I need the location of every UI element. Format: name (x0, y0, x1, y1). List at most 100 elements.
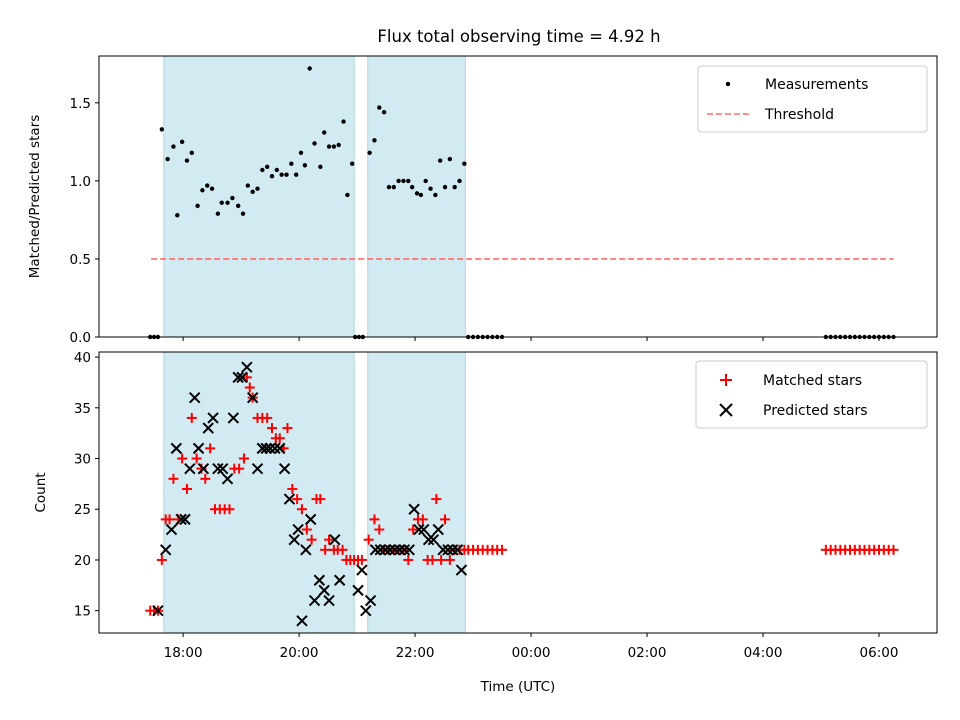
measurement-point (230, 195, 235, 201)
matched-star-point (282, 423, 293, 434)
predicted-star-point (455, 564, 468, 576)
predicted-star-point (308, 594, 321, 607)
measurement-point (318, 164, 323, 170)
measurement-point (209, 186, 215, 191)
measurement-point (391, 184, 396, 190)
measurement-point (171, 144, 176, 149)
predicted-star-point (159, 544, 172, 556)
y-tick-label: 25 (74, 502, 91, 518)
measurement-point (350, 161, 355, 166)
measurement-point (406, 178, 411, 184)
predicted-star-point (296, 615, 308, 627)
bottom-shaded-spans (163, 351, 466, 634)
predicted-star-point (393, 544, 406, 556)
matched-star-point (274, 433, 285, 444)
x-tick-label: 06:00 (860, 645, 899, 661)
matched-star-point (267, 423, 278, 434)
legend-predicted-marker (719, 403, 733, 417)
predicted-star-point (251, 462, 264, 475)
measurement-point (195, 203, 200, 209)
legend-matched-label: Matched stars (763, 373, 862, 389)
predicted-star-point (333, 574, 346, 586)
matched-star-point (191, 453, 202, 464)
chart-title: Flux total observing time = 4.92 h (377, 27, 660, 46)
matched-star-point (177, 453, 188, 464)
measurement-point (409, 184, 415, 190)
top-x-ticks (182, 337, 880, 341)
matched-star-point (296, 504, 307, 515)
predicted-star-point (384, 544, 396, 556)
x-tick-label: 18:00 (164, 645, 203, 661)
legend-threshold-label: Threshold (764, 107, 834, 123)
measurement-point (442, 184, 448, 190)
measurement-point (322, 130, 327, 135)
shaded-span (163, 55, 355, 338)
predicted-star-point (442, 544, 454, 556)
measurement-point (240, 211, 246, 216)
measurement-point (462, 161, 467, 166)
predicted-star-point (352, 584, 364, 597)
measurement-point (428, 186, 433, 191)
predicted-star-point (323, 594, 335, 607)
y-tick-label: 0.0 (70, 330, 91, 346)
measurement-point (298, 150, 304, 155)
measurement-point (307, 66, 312, 71)
predicted-star-point (447, 544, 459, 556)
predicted-star-point (292, 523, 304, 536)
matched-star-point (320, 544, 331, 555)
predicted-star-point (269, 442, 281, 455)
predicted-star-point (379, 544, 391, 556)
measurement-point (433, 192, 438, 198)
predicted-star-point (304, 513, 317, 526)
measurement-point (284, 172, 289, 177)
measurement-point (336, 142, 341, 148)
predicted-star-point (408, 503, 420, 515)
predicted-star-point (165, 523, 178, 536)
measurement-point (381, 110, 387, 115)
measurement-point (345, 192, 350, 198)
measurement-point (447, 156, 453, 162)
matched-star-point (440, 514, 451, 525)
measurement-point (423, 178, 428, 184)
x-tick-label: 04:00 (744, 645, 783, 661)
predicted-star-point (427, 533, 440, 546)
bottom-axes-frame (98, 351, 938, 634)
predicted-star-point (313, 574, 326, 586)
measurement-point (377, 105, 382, 110)
measurement-point (414, 191, 420, 196)
predicted-star-point (232, 371, 244, 384)
measurement-point (245, 183, 251, 188)
predicted-star-point (274, 442, 286, 455)
x-axis-label: Time (UTC) (480, 679, 556, 695)
measurement-point (331, 144, 337, 149)
matched-star-point (427, 554, 438, 565)
predicted-star-point (184, 462, 196, 475)
matched-star-point (337, 544, 348, 555)
matched-star-point (287, 483, 298, 494)
measurement-point (274, 167, 280, 173)
matched-star-point (186, 412, 197, 423)
predicted-star-point (418, 523, 430, 536)
predicted-star-point (227, 412, 240, 424)
matched-star-point (168, 473, 179, 484)
matched-star-point (408, 524, 419, 535)
matched-star-point (234, 463, 245, 474)
y-tick-label: 1.0 (70, 174, 91, 190)
bottom-legend-box (695, 360, 928, 429)
measurement-point (457, 178, 462, 184)
measurement-point (235, 203, 241, 209)
matched-star-point (374, 524, 385, 535)
measurement-point (289, 161, 294, 166)
measurement-point (386, 184, 392, 190)
y-tick-label: 0.5 (70, 252, 91, 268)
matched-star-point (444, 554, 455, 565)
y-tick-label: 20 (74, 553, 91, 569)
predicted-star-point (278, 462, 291, 475)
measurement-point (165, 156, 170, 162)
matched-star-point (888, 544, 899, 555)
top-legend: Measurements Threshold (697, 65, 928, 133)
measurement-point (215, 211, 221, 216)
measurement-point (437, 158, 443, 163)
predicted-star-point (236, 371, 248, 384)
y-tick-label: 1.5 (70, 96, 91, 112)
